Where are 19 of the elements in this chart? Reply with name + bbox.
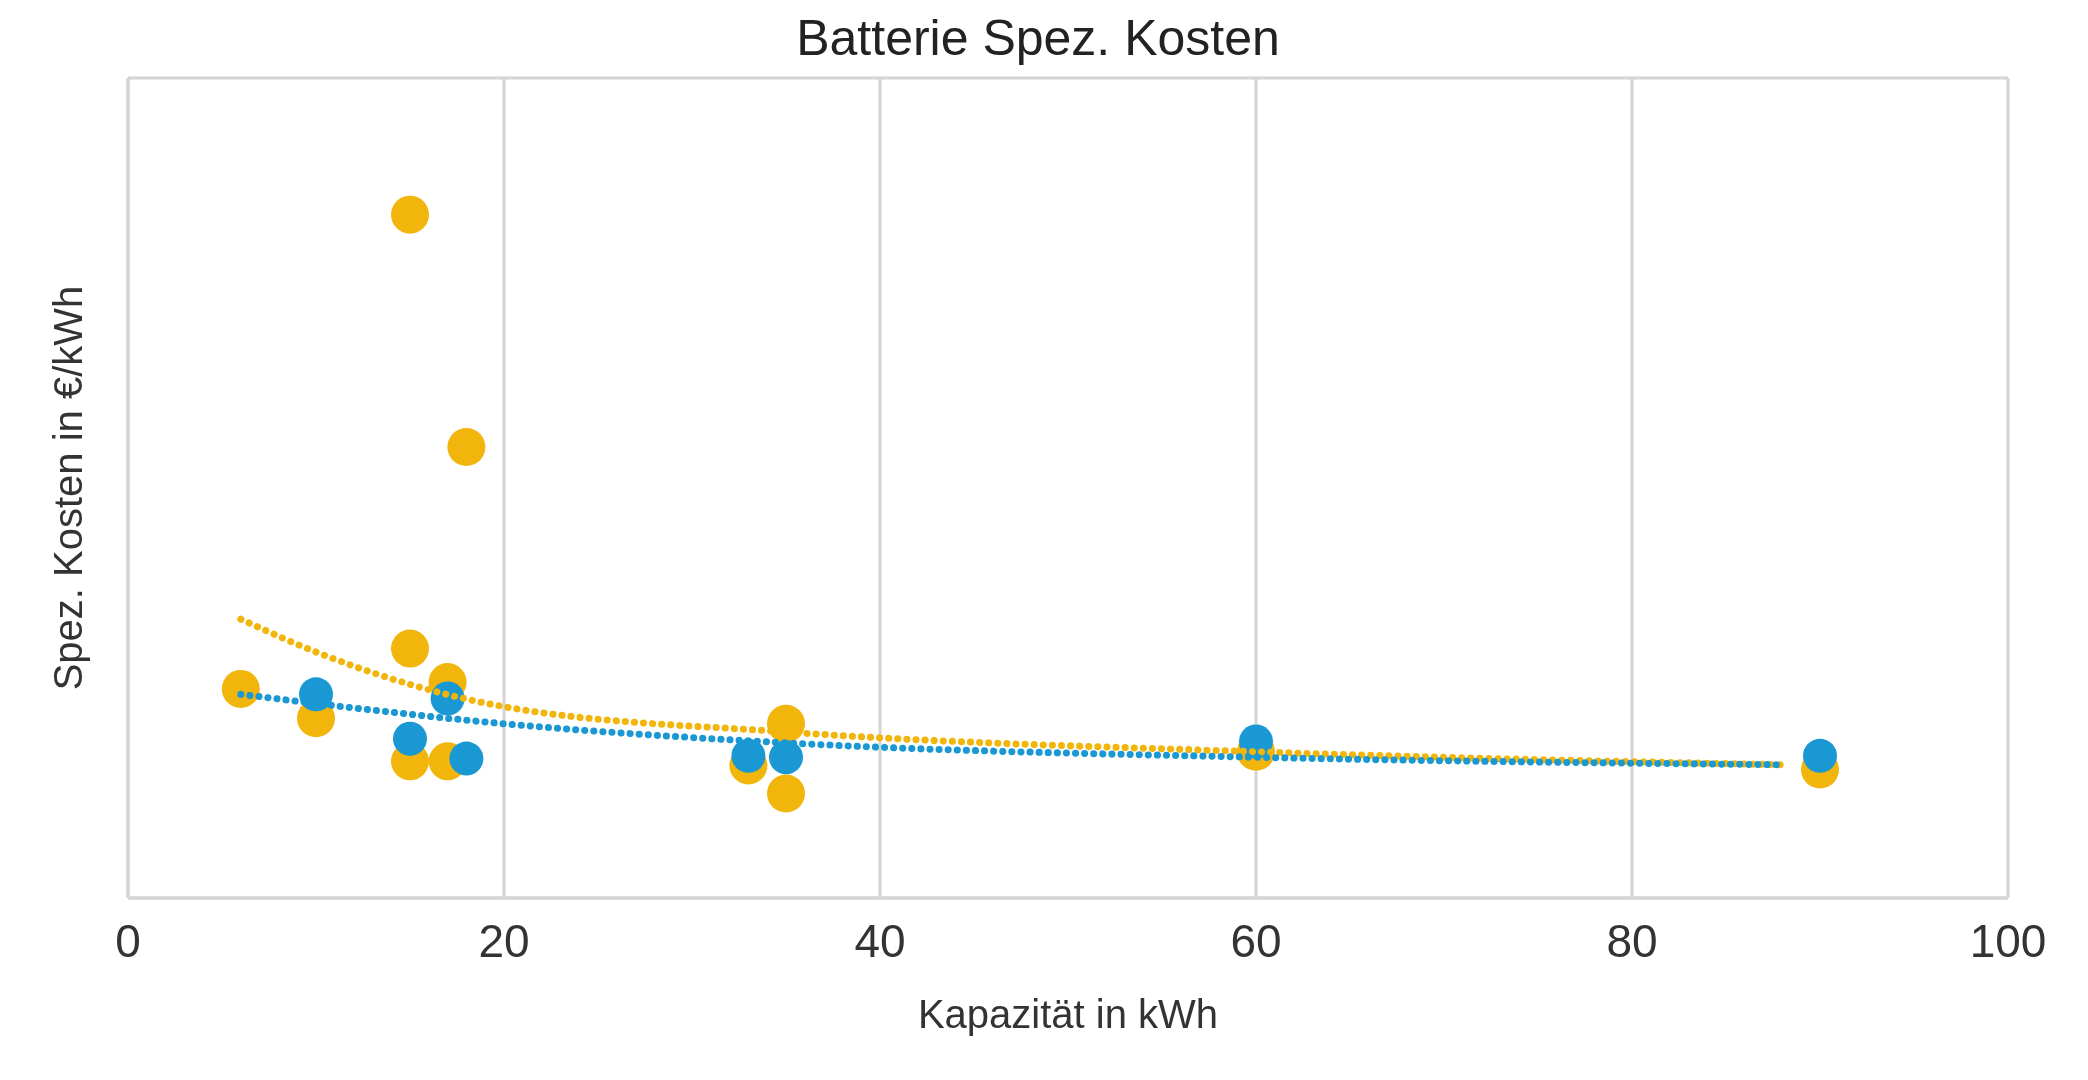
point (731, 738, 766, 773)
x-tick-label: 100 (1969, 914, 2047, 967)
point (447, 428, 486, 466)
point (391, 195, 429, 234)
point (449, 741, 484, 776)
point (1803, 738, 1837, 773)
point (769, 740, 803, 775)
point (767, 774, 805, 813)
x-tick-label: 40 (854, 914, 906, 967)
x-axis-title: Kapazität in kWh (917, 992, 1219, 1036)
y-axis-title: Spez. Kosten in €/kWh (46, 285, 91, 691)
x-tick-label: 0 (115, 914, 141, 967)
x-tick-label: 20 (478, 914, 530, 967)
point (221, 669, 260, 708)
x-tick-label: 80 (1606, 914, 1658, 967)
x-tick-label: 60 (1230, 914, 1282, 967)
point (393, 721, 427, 756)
chart-title: Batterie Spez. Kosten (795, 9, 1281, 68)
point (391, 629, 429, 668)
